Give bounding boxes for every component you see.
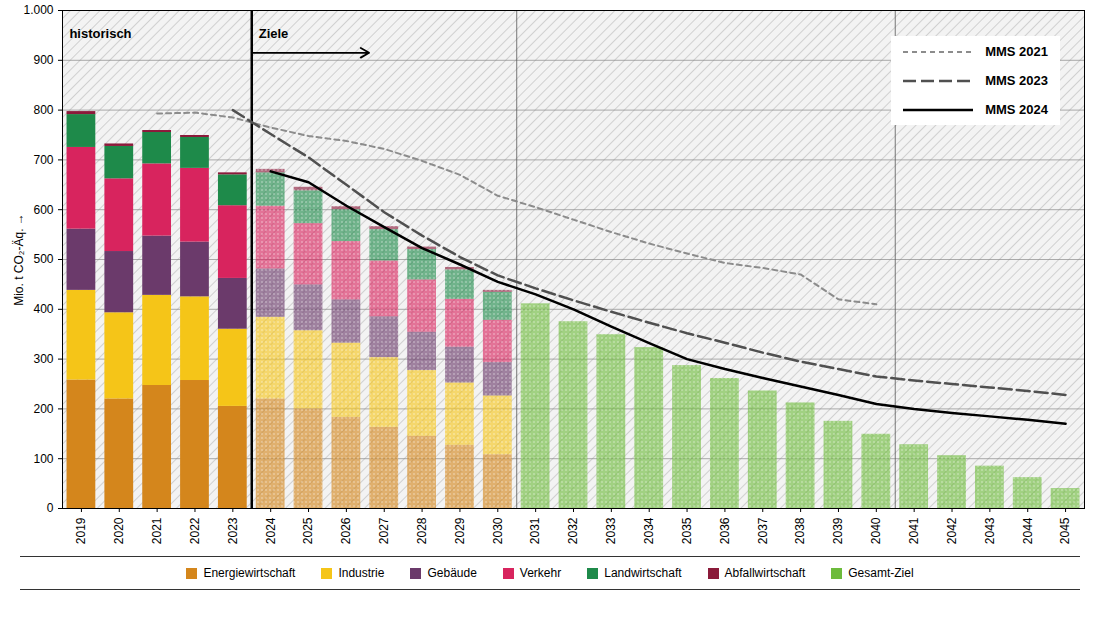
svg-text:200: 200 xyxy=(33,402,53,416)
svg-text:2037: 2037 xyxy=(756,517,770,544)
svg-text:2034: 2034 xyxy=(642,517,656,544)
html-text:MMS 2021: MMS 2021 xyxy=(985,44,1048,59)
svg-text:900: 900 xyxy=(33,53,53,67)
svg-text:800: 800 xyxy=(33,103,53,117)
html-text:Gebäude: Gebäude xyxy=(427,566,477,580)
svg-text:400: 400 xyxy=(33,302,53,316)
html-text:Energiewirtschaft: Energiewirtschaft xyxy=(203,566,296,580)
svg-text:2028: 2028 xyxy=(415,517,429,544)
svg-text:2025: 2025 xyxy=(301,517,315,544)
svg-text:500: 500 xyxy=(33,252,53,266)
svg-text:2024: 2024 xyxy=(264,517,278,544)
svg-text:2038: 2038 xyxy=(793,517,807,544)
svg-text:2033: 2033 xyxy=(604,517,618,544)
svg-text:2044: 2044 xyxy=(1021,517,1035,544)
html-text:Abfallwirtschaft: Abfallwirtschaft xyxy=(724,566,806,580)
html-text:MMS 2023: MMS 2023 xyxy=(985,73,1048,88)
svg-text:2042: 2042 xyxy=(945,517,959,544)
svg-text:2019: 2019 xyxy=(74,517,88,544)
svg-text:2031: 2031 xyxy=(528,517,542,544)
html-text:Gesamt-Ziel: Gesamt-Ziel xyxy=(848,566,914,580)
svg-text:2043: 2043 xyxy=(983,517,997,544)
svg-text:Mio. t CO₂-Äq. →: Mio. t CO₂-Äq. → xyxy=(12,213,26,306)
svg-text:2039: 2039 xyxy=(831,517,845,544)
svg-text:2045: 2045 xyxy=(1058,517,1072,544)
html-text:Verkehr: Verkehr xyxy=(519,566,562,580)
svg-text:2041: 2041 xyxy=(907,517,921,544)
svg-text:300: 300 xyxy=(33,352,53,366)
svg-text:700: 700 xyxy=(33,153,53,167)
html-text:MMS 2024: MMS 2024 xyxy=(985,102,1048,117)
svg-text:2040: 2040 xyxy=(869,517,883,544)
svg-text:2020: 2020 xyxy=(112,517,126,544)
svg-text:2032: 2032 xyxy=(566,517,580,544)
svg-text:Ziele: Ziele xyxy=(259,26,289,41)
svg-text:2022: 2022 xyxy=(188,517,202,544)
svg-text:600: 600 xyxy=(33,203,53,217)
svg-text:100: 100 xyxy=(33,452,53,466)
svg-text:0: 0 xyxy=(47,501,54,515)
html-text:Industrie: Industrie xyxy=(338,566,385,580)
svg-text:2035: 2035 xyxy=(680,517,694,544)
svg-text:2027: 2027 xyxy=(377,517,391,544)
svg-text:2029: 2029 xyxy=(453,517,467,544)
svg-text:2030: 2030 xyxy=(491,517,505,544)
svg-text:historisch: historisch xyxy=(69,26,131,41)
html-text:Landwirtschaft: Landwirtschaft xyxy=(604,566,682,580)
svg-text:2026: 2026 xyxy=(339,517,353,544)
svg-text:1.000: 1.000 xyxy=(23,3,53,17)
svg-text:2023: 2023 xyxy=(226,517,240,544)
svg-text:2036: 2036 xyxy=(718,517,732,544)
svg-text:2021: 2021 xyxy=(150,517,164,544)
